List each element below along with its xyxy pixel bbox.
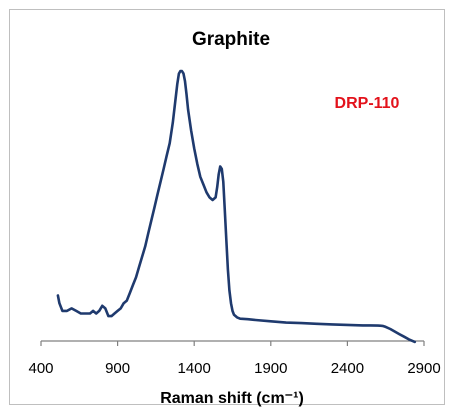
x-tick-label: 900 bbox=[105, 360, 130, 377]
spectrum-line bbox=[56, 69, 417, 344]
x-tick-label: 400 bbox=[28, 360, 53, 377]
x-tick-label: 2900 bbox=[407, 360, 440, 377]
sample-annotation: DRP-110 bbox=[335, 95, 400, 112]
chart-frame bbox=[9, 9, 445, 405]
x-tick-label: 2400 bbox=[331, 360, 364, 377]
x-tick-label: 1900 bbox=[254, 360, 287, 377]
x-axis-label: Raman shift (cm⁻¹) bbox=[160, 390, 304, 407]
chart-title: Graphite bbox=[192, 29, 270, 50]
x-tick-label: 1400 bbox=[178, 360, 211, 377]
